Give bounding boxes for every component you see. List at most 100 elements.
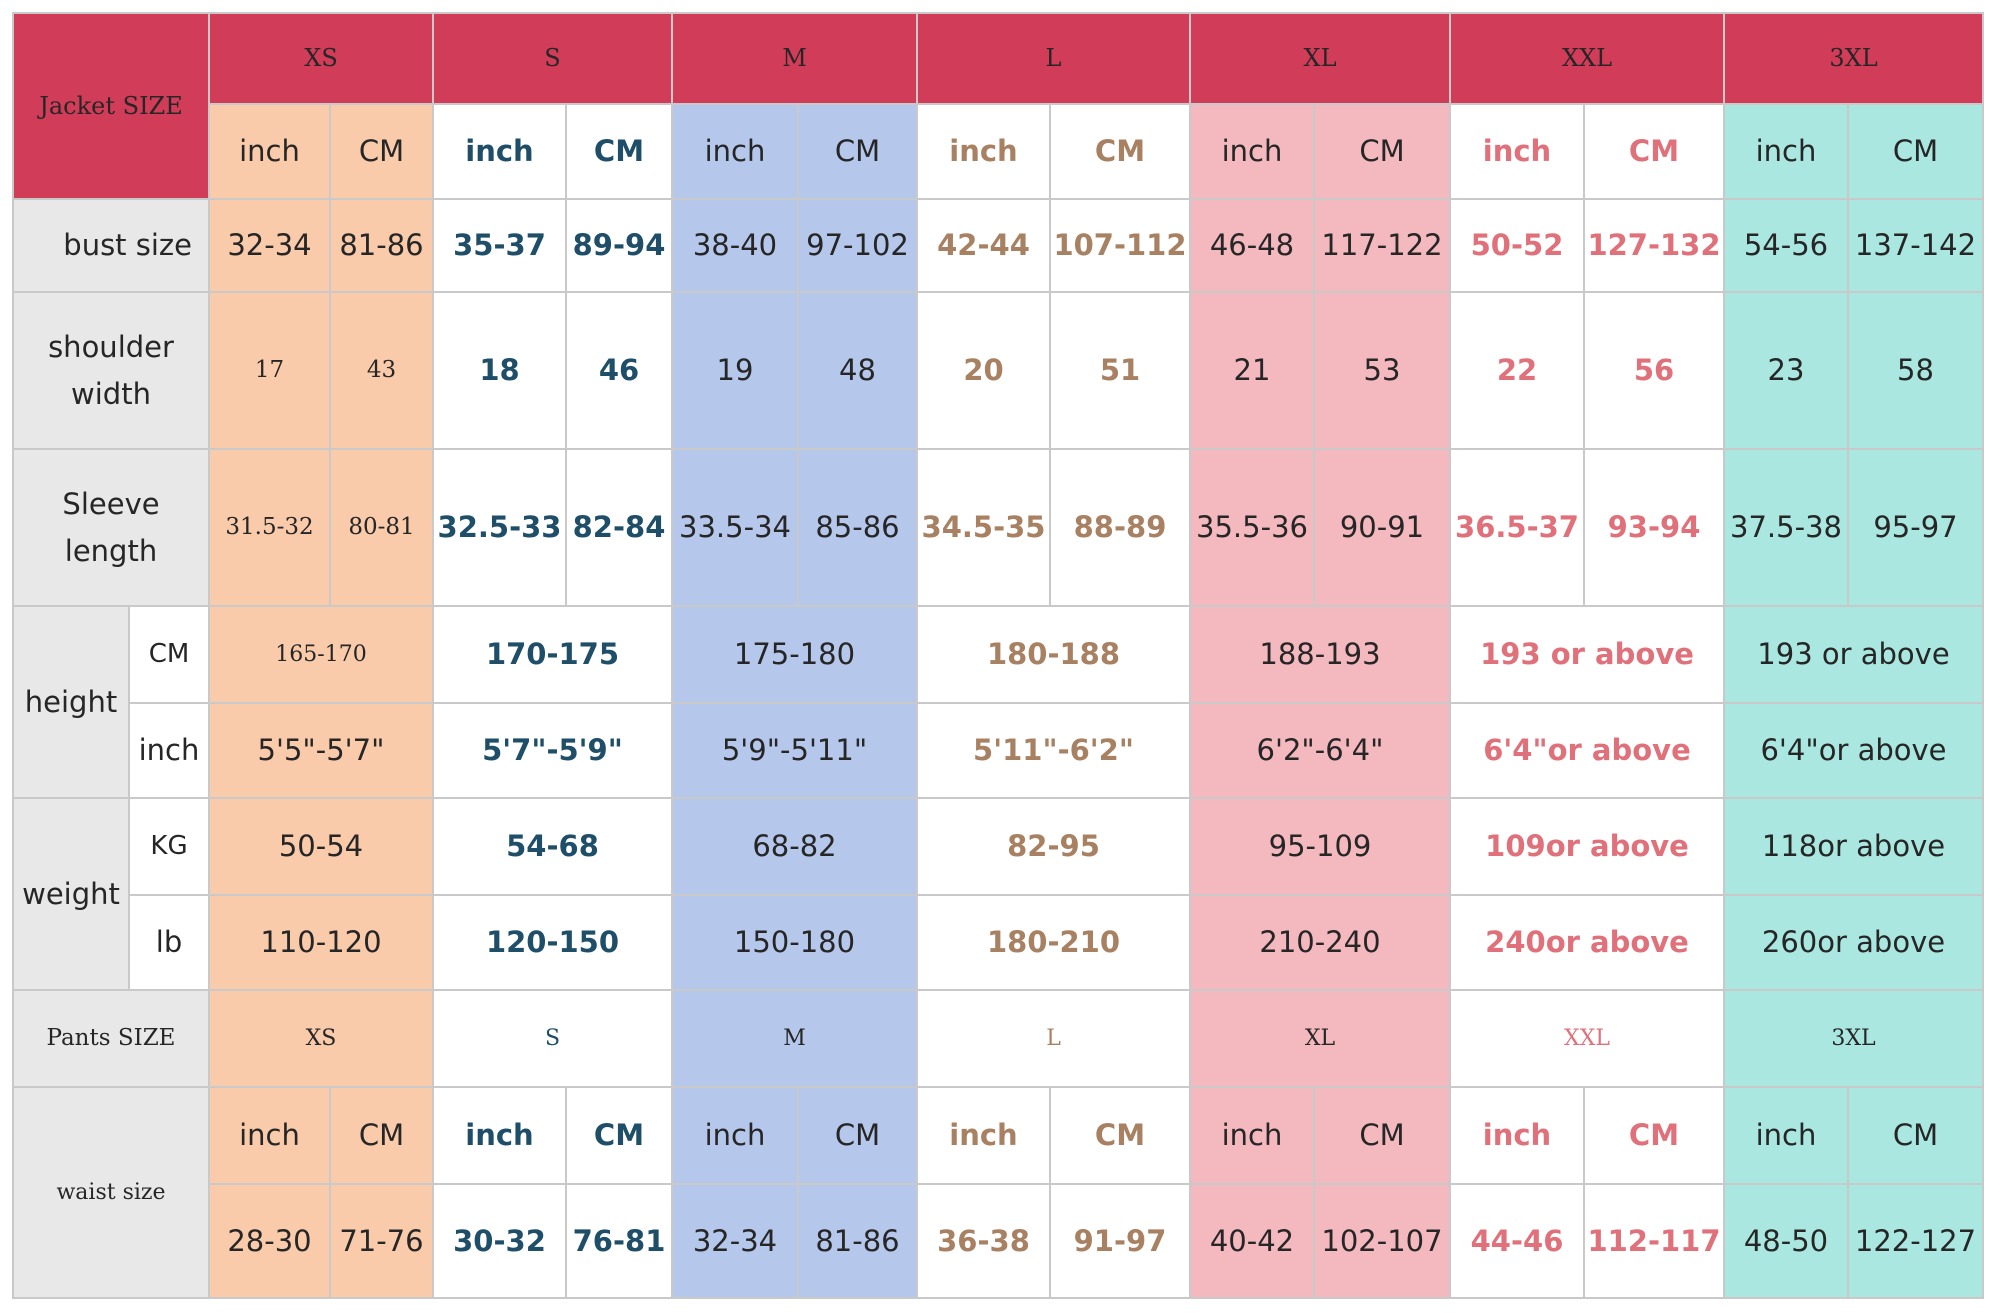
bust-cm-4: 117-122: [1315, 200, 1451, 293]
weight-kg-unit: KG: [130, 799, 210, 896]
shoulder-inch-6: 23: [1725, 293, 1849, 450]
height_inch-2: 5'9"-5'11": [673, 704, 918, 799]
unit-cm-0: CM: [331, 105, 434, 200]
height-label: height: [14, 607, 130, 799]
pants-size-4: XL: [1191, 991, 1451, 1088]
shoulder-inch-0: 17: [210, 293, 331, 450]
waist-cm-0: 71-76: [331, 1185, 434, 1299]
unit-cm-1: CM: [567, 1088, 673, 1185]
height_cm-3: 180-188: [918, 607, 1191, 704]
waist-cm-5: 112-117: [1585, 1185, 1725, 1299]
bust-cm-6: 137-142: [1849, 200, 1984, 293]
unit-inch-1: inch: [434, 1088, 567, 1185]
bust-cm-0: 81-86: [331, 200, 434, 293]
sleeve-cm-0: 80-81: [331, 450, 434, 607]
shoulder-cm-6: 58: [1849, 293, 1984, 450]
waist-cm-3: 91-97: [1051, 1185, 1191, 1299]
weight_lb-1: 120-150: [434, 896, 673, 991]
waist-inch-5: 44-46: [1451, 1185, 1585, 1299]
weight-label: weight: [14, 799, 130, 991]
unit-cm-5: CM: [1585, 105, 1725, 200]
sleeve-cm-5: 93-94: [1585, 450, 1725, 607]
waist-inch-2: 32-34: [673, 1185, 799, 1299]
shoulder-inch-2: 19: [673, 293, 799, 450]
weight_kg-3: 82-95: [918, 799, 1191, 896]
pants-size-3: L: [918, 991, 1191, 1088]
unit-cm-6: CM: [1849, 105, 1984, 200]
unit-cm-4: CM: [1315, 1088, 1451, 1185]
unit-inch-0: inch: [210, 105, 331, 200]
unit-inch-4: inch: [1191, 105, 1315, 200]
shoulder-inch-3: 20: [918, 293, 1051, 450]
shoulder-cm-2: 48: [799, 293, 918, 450]
bust-inch-4: 46-48: [1191, 200, 1315, 293]
shoulder-cm-0: 43: [331, 293, 434, 450]
bust-cm-1: 89-94: [567, 200, 673, 293]
shoulder-inch-1: 18: [434, 293, 567, 450]
height_inch-6: 6'4"or above: [1725, 704, 1984, 799]
size-header-3: L: [918, 14, 1191, 105]
height_inch-4: 6'2"-6'4": [1191, 704, 1451, 799]
weight_kg-1: 54-68: [434, 799, 673, 896]
height_inch-3: 5'11"-6'2": [918, 704, 1191, 799]
bust-inch-0: 32-34: [210, 200, 331, 293]
weight_lb-6: 260or above: [1725, 896, 1984, 991]
weight_lb-5: 240or above: [1451, 896, 1725, 991]
height-inch-unit: inch: [130, 704, 210, 799]
height_cm-1: 170-175: [434, 607, 673, 704]
sleeve-label: Sleeve length: [14, 450, 210, 607]
size-header-5: XXL: [1451, 14, 1725, 105]
waist-cm-1: 76-81: [567, 1185, 673, 1299]
sleeve-inch-1: 32.5-33: [434, 450, 567, 607]
size-header-1: S: [434, 14, 673, 105]
pants-size-label: Pants SIZE: [14, 991, 210, 1088]
waist-inch-1: 30-32: [434, 1185, 567, 1299]
unit-inch-2: inch: [673, 1088, 799, 1185]
bust-cm-3: 107-112: [1051, 200, 1191, 293]
weight_kg-6: 118or above: [1725, 799, 1984, 896]
unit-cm-2: CM: [799, 105, 918, 200]
shoulder-cm-3: 51: [1051, 293, 1191, 450]
weight_kg-5: 109or above: [1451, 799, 1725, 896]
pants-size-6: 3XL: [1725, 991, 1984, 1088]
height-cm-unit: CM: [130, 607, 210, 704]
pants-size-5: XXL: [1451, 991, 1725, 1088]
waist-inch-3: 36-38: [918, 1185, 1051, 1299]
bust-label: bust size: [14, 200, 210, 293]
sleeve-cm-6: 95-97: [1849, 450, 1984, 607]
unit-inch-3: inch: [918, 105, 1051, 200]
waist-inch-6: 48-50: [1725, 1185, 1849, 1299]
sleeve-inch-5: 36.5-37: [1451, 450, 1585, 607]
pants-size-2: M: [673, 991, 918, 1088]
height_cm-0: 165-170: [210, 607, 434, 704]
unit-inch-6: inch: [1725, 1088, 1849, 1185]
sleeve-inch-6: 37.5-38: [1725, 450, 1849, 607]
unit-inch-1: inch: [434, 105, 567, 200]
waist-cm-2: 81-86: [799, 1185, 918, 1299]
height_cm-4: 188-193: [1191, 607, 1451, 704]
weight_kg-2: 68-82: [673, 799, 918, 896]
sleeve-inch-4: 35.5-36: [1191, 450, 1315, 607]
shoulder-cm-4: 53: [1315, 293, 1451, 450]
shoulder-inch-5: 22: [1451, 293, 1585, 450]
size-header-6: 3XL: [1725, 14, 1984, 105]
unit-inch-6: inch: [1725, 105, 1849, 200]
sleeve-cm-2: 85-86: [799, 450, 918, 607]
bust-inch-1: 35-37: [434, 200, 567, 293]
waist-label: waist size: [14, 1088, 210, 1299]
waist-inch-0: 28-30: [210, 1185, 331, 1299]
weight_kg-4: 95-109: [1191, 799, 1451, 896]
bust-inch-5: 50-52: [1451, 200, 1585, 293]
jacket-size-header: Jacket SIZE: [14, 14, 210, 200]
weight_lb-2: 150-180: [673, 896, 918, 991]
unit-inch-5: inch: [1451, 105, 1585, 200]
unit-cm-4: CM: [1315, 105, 1451, 200]
height_cm-2: 175-180: [673, 607, 918, 704]
unit-cm-3: CM: [1051, 105, 1191, 200]
sleeve-inch-0: 31.5-32: [210, 450, 331, 607]
shoulder-cm-1: 46: [567, 293, 673, 450]
height_inch-1: 5'7"-5'9": [434, 704, 673, 799]
unit-inch-0: inch: [210, 1088, 331, 1185]
unit-inch-5: inch: [1451, 1088, 1585, 1185]
size-chart-table: Jacket SIZE XS S M L XL XXL 3XL inch CM inch CM inch…: [12, 12, 1984, 1299]
